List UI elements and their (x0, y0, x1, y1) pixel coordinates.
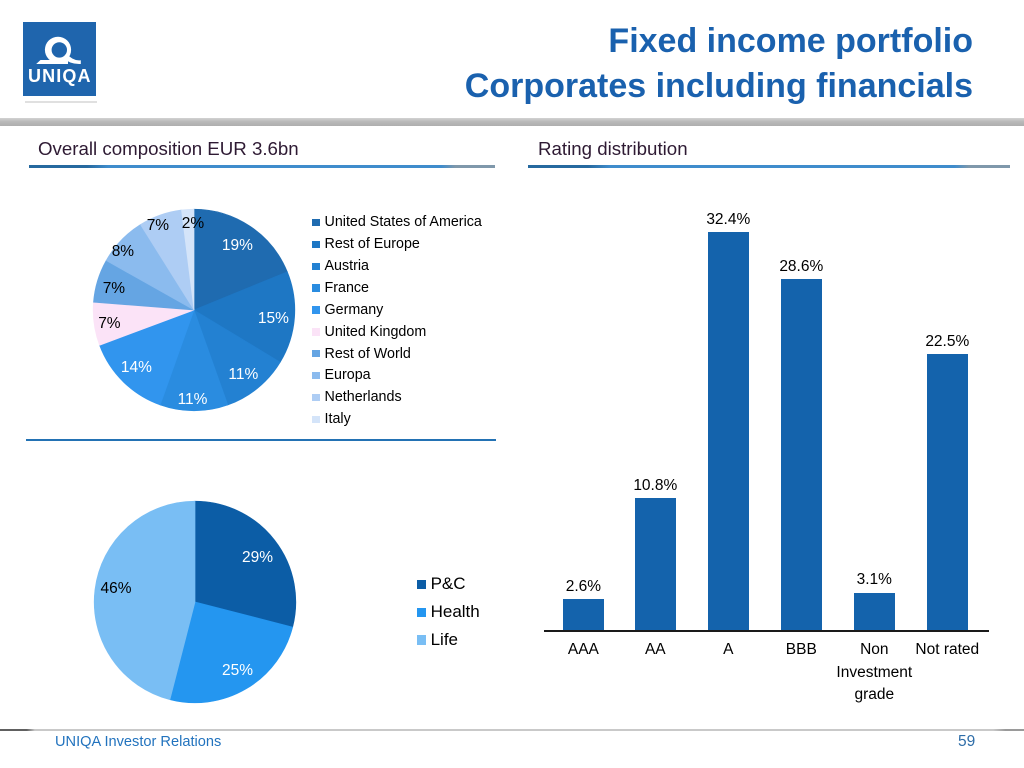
svg-text:UNIQA: UNIQA (28, 66, 92, 86)
